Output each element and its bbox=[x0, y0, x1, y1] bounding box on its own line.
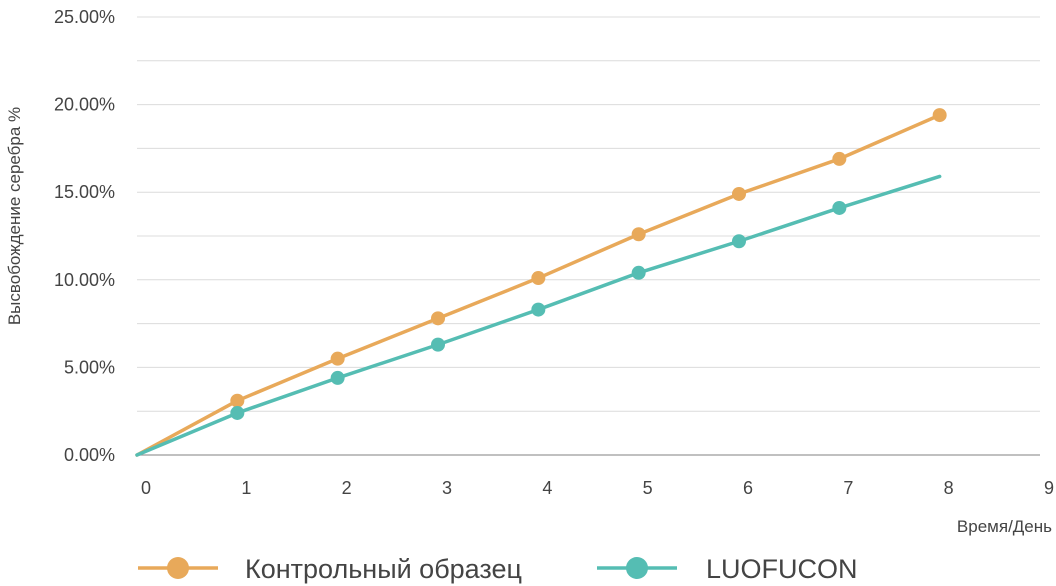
legend-item: LUOFUCON bbox=[597, 554, 858, 584]
data-point bbox=[230, 405, 245, 420]
data-point bbox=[531, 271, 546, 286]
data-point bbox=[631, 227, 646, 242]
series-1 bbox=[135, 108, 947, 457]
x-tick-label: 6 bbox=[743, 478, 753, 498]
data-point bbox=[631, 265, 646, 280]
legend-item: Контрольный образец bbox=[138, 554, 522, 584]
legend: Контрольный образец LUOFUCON bbox=[138, 554, 858, 584]
data-point bbox=[330, 351, 345, 366]
x-tick-label: 7 bbox=[843, 478, 853, 498]
y-tick-label: 10.00% bbox=[54, 270, 115, 290]
y-tick-label: 25.00% bbox=[54, 7, 115, 27]
x-tick-label: 8 bbox=[944, 478, 954, 498]
data-point bbox=[932, 108, 947, 123]
x-tick-label: 3 bbox=[442, 478, 452, 498]
y-axis-ticks: 0.00% 5.00% 10.00% 15.00% 20.00% 25.00% bbox=[54, 7, 115, 465]
data-point bbox=[531, 302, 546, 317]
series-lines bbox=[135, 108, 947, 457]
data-point bbox=[431, 311, 445, 326]
data-point bbox=[832, 151, 847, 166]
series-2 bbox=[135, 174, 942, 457]
x-tick-label: 9 bbox=[1044, 478, 1054, 498]
x-tick-label: 5 bbox=[643, 478, 653, 498]
data-point bbox=[732, 186, 746, 201]
x-tick-label: 4 bbox=[542, 478, 552, 498]
data-point bbox=[832, 200, 847, 215]
y-axis-title: Высвобождение серебра % bbox=[5, 107, 24, 325]
x-tick-label: 2 bbox=[342, 478, 352, 498]
data-point bbox=[431, 337, 445, 352]
data-point bbox=[230, 393, 245, 408]
data-point bbox=[732, 234, 746, 249]
legend-label: Контрольный образец bbox=[245, 554, 522, 584]
grid-lines bbox=[137, 16, 1040, 456]
legend-label: LUOFUCON bbox=[706, 554, 858, 584]
y-tick-label: 20.00% bbox=[54, 95, 115, 115]
y-tick-label: 5.00% bbox=[64, 357, 115, 377]
data-point bbox=[330, 370, 345, 385]
x-axis-title: Время/День bbox=[957, 517, 1052, 536]
legend-swatch-marker bbox=[626, 557, 648, 579]
x-axis-ticks: 0 1 2 3 4 5 6 7 8 9 bbox=[141, 478, 1054, 498]
y-tick-label: 15.00% bbox=[54, 182, 115, 202]
x-tick-label: 0 bbox=[141, 478, 151, 498]
series-line bbox=[135, 113, 942, 457]
legend-swatch-marker bbox=[167, 557, 189, 579]
y-tick-label: 0.00% bbox=[64, 445, 115, 465]
x-tick-label: 1 bbox=[241, 478, 251, 498]
